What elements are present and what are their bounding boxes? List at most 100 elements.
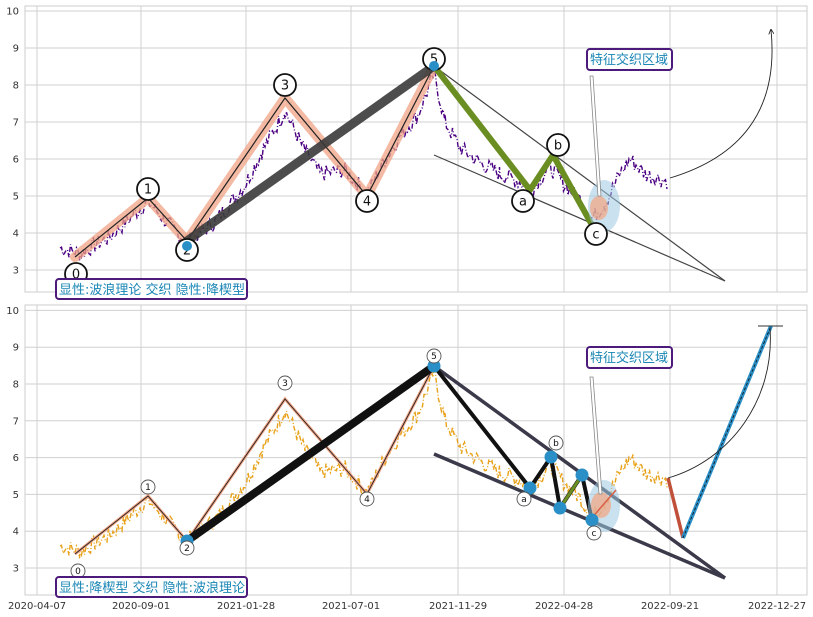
- bottom-y-axis: 3 4 5 6 7 8 9 10: [6, 306, 19, 575]
- bottom-projection-dash: [682, 325, 772, 539]
- bottom-wedge-inner-path: [432, 364, 594, 521]
- top-plot-area: [24, 5, 808, 293]
- bottom-wave-label-text: b: [553, 439, 559, 449]
- x-tick-label: 2021-01-28: [217, 601, 275, 612]
- bottom-wave-label-5: 5: [426, 348, 442, 364]
- bottom-y-tick-5: 5: [13, 490, 19, 501]
- bottom-y-tick-6: 6: [13, 453, 19, 464]
- top-wave-label-4: 4: [355, 189, 379, 213]
- top-y-tick-3: 3: [13, 266, 19, 277]
- top-wave-label-text: b: [554, 139, 562, 154]
- top-wave-label-text: 4: [363, 195, 371, 210]
- top-y-tick-4: 4: [13, 229, 19, 240]
- bottom-wedge-lower-line: [433, 452, 726, 580]
- top-wave-dot-2: [182, 241, 192, 251]
- bottom-pivot-dot-4: [553, 501, 567, 515]
- x-tick-label: 2022-12-27: [748, 601, 806, 612]
- bottom-wave-label-1: 1: [140, 479, 156, 495]
- bottom-pivot-dot-2: [523, 481, 537, 495]
- bottom-wave-label-b: b: [548, 435, 564, 451]
- bottom-y-tick-7: 7: [13, 416, 19, 427]
- bottom-projection-red: [666, 477, 685, 539]
- bottom-wave-label-text: 3: [282, 379, 288, 389]
- top-wave-label-text: c: [592, 228, 599, 243]
- x-tick-label: 2020-09-01: [112, 601, 170, 612]
- x-tick-label: 2021-07-01: [322, 601, 380, 612]
- top-correction-abc-line: [431, 64, 595, 227]
- bottom-plot-area: [24, 304, 808, 596]
- bottom-future-arrow: [667, 327, 771, 479]
- top-wave-label-text: 1: [144, 183, 152, 198]
- bottom-wave-label-a: a: [516, 491, 532, 507]
- top-wave-label-3: 3: [273, 73, 297, 97]
- bottom-legend-text: 显性:降楔型 交织 隐性:波浪理论: [59, 580, 245, 596]
- bottom-intersection-core: [591, 492, 611, 518]
- top-wave-label-c: c: [584, 222, 608, 246]
- bottom-y-tick-10: 10: [6, 306, 19, 317]
- bottom-wave-label-text: 1: [145, 483, 151, 493]
- top-wave-label-5: 5: [422, 47, 446, 71]
- top-y-tick-10: 10: [6, 7, 19, 18]
- bottom-annotation-text: 特征交织区域: [590, 350, 668, 366]
- bottom-pivot-dot-1: [427, 359, 441, 373]
- top-wave-label-1: 1: [136, 177, 160, 201]
- bottom-wave-label-text: a: [521, 495, 527, 505]
- bottom-wave-labels: 0 1 2 3 4 5 a b c: [70, 348, 602, 579]
- top-wave-label-a: a: [511, 189, 535, 213]
- bottom-annotation-box: [586, 346, 673, 369]
- bottom-pivot-dot-6: [585, 513, 599, 527]
- top-wave-label-text: a: [519, 195, 527, 210]
- top-wave-label-b: b: [546, 133, 570, 157]
- top-y-tick-6: 6: [13, 155, 19, 166]
- bottom-wave-line: [74, 365, 435, 555]
- bottom-box-pointer: [589, 376, 603, 495]
- top-wedge-lower-line: [433, 154, 726, 282]
- top-wave-label-text: 5: [430, 53, 438, 68]
- bottom-wave-label-2: 2: [179, 540, 195, 556]
- bottom-legend-box: [55, 576, 248, 598]
- top-wave-dot-5: [429, 61, 439, 71]
- bottom-wave-label-3: 3: [277, 375, 293, 391]
- top-y-tick-7: 7: [13, 118, 19, 129]
- top-y-tick-5: 5: [13, 192, 19, 203]
- x-axis: 2020-04-07 2020-09-01 2021-01-28 2021-07-01…: [8, 601, 806, 612]
- x-tick-label: 2021-11-29: [429, 601, 487, 612]
- top-wave-label-text: 3: [281, 79, 289, 94]
- bottom-wave-label-text: 4: [364, 495, 370, 505]
- bottom-y-tick-3: 3: [13, 564, 19, 575]
- bottom-grid: [25, 305, 807, 595]
- top-wedge-upper-line: [433, 65, 726, 282]
- bottom-wave-label-text: 2: [184, 544, 190, 554]
- top-annotation-box: [586, 48, 673, 71]
- x-tick-label: 2022-04-28: [535, 601, 593, 612]
- top-legend-text: 显性:波浪理论 交织 隐性:降楔型: [59, 282, 245, 298]
- bottom-pivot-dot-3: [544, 450, 558, 464]
- top-box-pointer: [589, 75, 602, 197]
- bottom-y-tick-4: 4: [13, 527, 19, 538]
- top-price-series: [59, 66, 668, 261]
- x-tick-label: 2022-09-21: [641, 601, 699, 612]
- top-legend-box: [55, 278, 248, 300]
- top-y-tick-9: 9: [13, 44, 19, 55]
- top-future-arrow: [669, 30, 772, 179]
- top-y-axis: 3 4 5 6 7 8 9 10: [6, 7, 19, 277]
- bottom-y-tick-8: 8: [13, 380, 19, 391]
- bottom-wave-label-c: c: [586, 525, 602, 541]
- top-intersection-core: [590, 196, 608, 220]
- top-wave-label-text: 0: [72, 268, 80, 283]
- bottom-wedge-inner-green: [558, 474, 584, 509]
- top-y-tick-8: 8: [13, 81, 19, 92]
- top-annotation-text: 特征交织区域: [590, 52, 668, 68]
- bottom-wave-label-4: 4: [359, 491, 375, 507]
- bottom-y-tick-9: 9: [13, 343, 19, 354]
- bottom-wave-label-text: c: [592, 529, 597, 539]
- bottom-wave-label-0: 0: [70, 563, 86, 579]
- bottom-wave-label-text: 0: [75, 567, 81, 577]
- x-tick-label: 2020-04-07: [8, 601, 66, 612]
- top-wave-trend-thick: [182, 61, 439, 246]
- bottom-wave-trend-thick: [183, 362, 438, 545]
- bottom-pivot-dot-5: [575, 468, 589, 482]
